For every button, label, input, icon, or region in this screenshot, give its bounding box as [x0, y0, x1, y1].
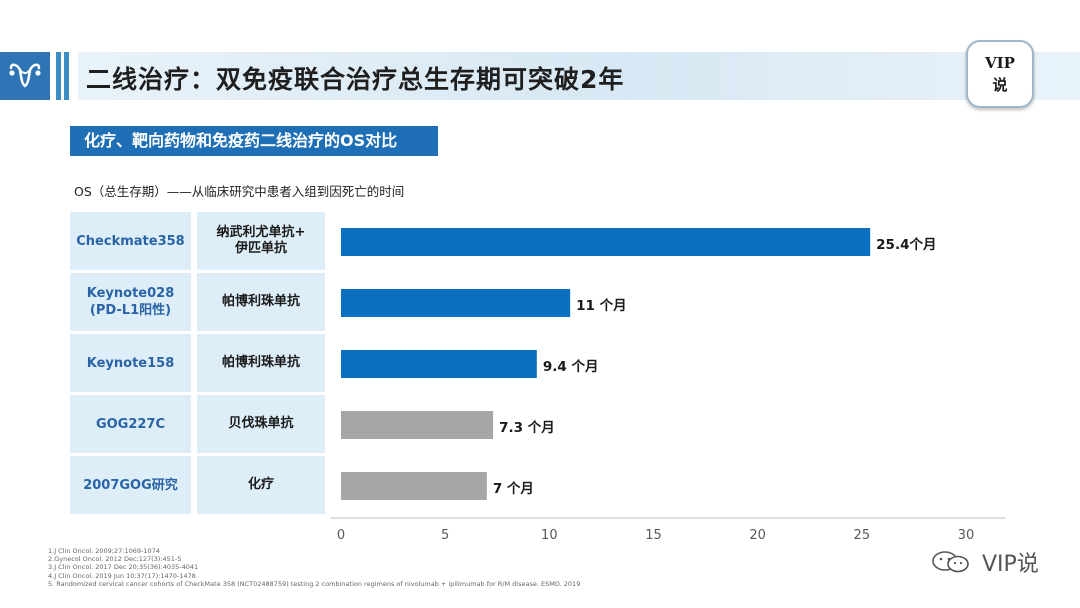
references: 1.J Clin Oncol. 2009;27:1069-1074 2.Gynec…	[48, 547, 580, 588]
x-tick-label: 25	[854, 528, 871, 543]
header-accent-bar	[56, 52, 61, 100]
study-name-cell: Checkmate358	[70, 212, 191, 270]
bar-value-label: 7 个月	[492, 481, 534, 497]
study-name-cell: Keynote028 (PD-L1阳性)	[70, 273, 191, 331]
x-tick-label: 30	[958, 528, 975, 543]
x-tick-label: 20	[749, 528, 766, 543]
study-name-cell: Keynote158	[70, 334, 191, 392]
x-tick-label: 10	[541, 528, 558, 543]
bar	[341, 228, 871, 256]
study-name-cell: 2007GOG研究	[70, 456, 191, 514]
bar	[341, 350, 537, 378]
vip-badge-line1: VIP	[985, 54, 1015, 72]
bar	[341, 289, 571, 317]
bar-value-label: 25.4个月	[876, 237, 937, 253]
header-accent-bar	[64, 52, 69, 100]
x-tick-label: 0	[337, 528, 345, 543]
drug-name-cell: 纳武利尤单抗+ 伊匹单抗	[197, 212, 325, 270]
brand-name: VIP说	[982, 552, 1039, 577]
x-tick-label: 15	[645, 528, 662, 543]
bar-value-label: 11 个月	[576, 298, 627, 314]
vip-badge-line2: 说	[992, 76, 1008, 94]
drug-name-cell: 化疗	[197, 456, 325, 514]
logo	[0, 52, 50, 100]
bar-value-label: 9.4 个月	[542, 359, 599, 375]
drug-name-cell: 帕博利珠单抗	[197, 273, 325, 331]
reference-item: 2.Gynecol Oncol. 2012 Dec;127(3):451-5	[48, 555, 182, 564]
reference-item: 3.J Clin Oncol. 2017 Dec 20;35(36):4035-…	[48, 563, 199, 572]
x-tick-label: 5	[441, 528, 449, 543]
drug-name-cell: 帕博利珠单抗	[197, 334, 325, 392]
drug-name-cell: 贝伐珠单抗	[197, 395, 325, 453]
study-name-cell: GOG227C	[70, 395, 191, 453]
reference-item: 4.J Clin Oncol. 2019 Jun 10;37(17):1470-…	[48, 571, 196, 580]
reference-item: 1.J Clin Oncol. 2009;27:1069-1074	[48, 547, 160, 555]
bar	[341, 472, 487, 500]
header-bar	[78, 52, 1080, 100]
bar	[341, 411, 494, 439]
wechat-icon	[932, 551, 969, 573]
bar-value-label: 7.3 个月	[499, 420, 555, 436]
vip-badge: VIP 说	[966, 40, 1034, 108]
uterus-icon	[9, 63, 41, 88]
reference-item: 5. Randomized cervical cancer cohorts of…	[48, 579, 581, 588]
os-definition-note: OS（总生存期）——从临床研究中患者入组到因死亡的时间	[74, 184, 405, 199]
page-title: 二线治疗：双免疫联合治疗总生存期可突破2年	[86, 65, 625, 94]
section-subtitle: 化疗、靶向药物和免疫药二线治疗的OS对比	[70, 126, 438, 156]
